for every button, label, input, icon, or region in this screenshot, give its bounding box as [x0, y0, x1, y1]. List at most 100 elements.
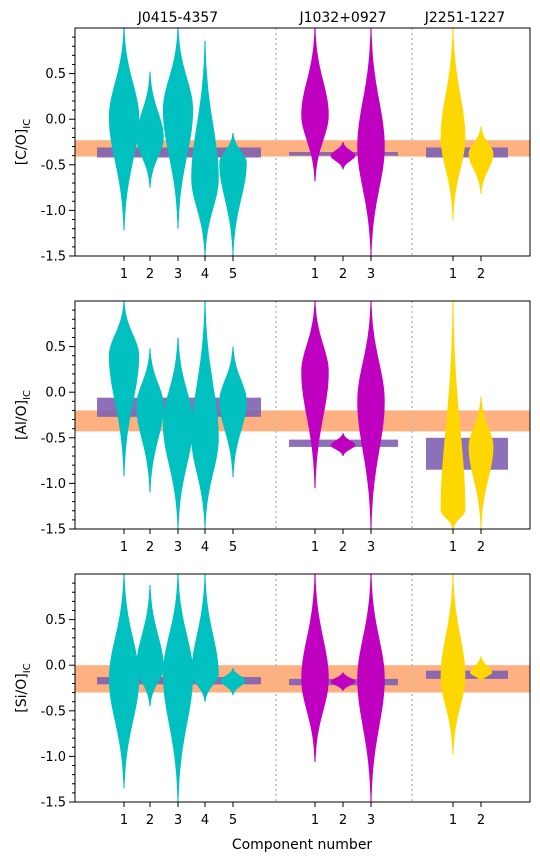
- violin-g2-c2: [330, 672, 356, 691]
- x-tick-label: 5: [229, 540, 237, 555]
- group-label-1: J0415-4357: [137, 10, 218, 26]
- violin-g2-c1: [301, 301, 329, 488]
- y-tick-label: 0.0: [45, 659, 66, 674]
- y-axis-title-subscript: IC: [22, 119, 33, 129]
- violin-g1-c1: [108, 574, 140, 789]
- violin-g2-c3: [357, 574, 385, 802]
- panel-frame: [74, 573, 531, 803]
- violin-g1-c2: [136, 584, 164, 707]
- purple-bar-3: [426, 670, 508, 679]
- violin-g2-c2: [330, 433, 356, 456]
- y-tick-label: -1.0: [41, 204, 66, 219]
- violin-g1-c3: [162, 337, 194, 529]
- x-tick-label: 2: [146, 540, 154, 555]
- panel-frame: [74, 27, 531, 257]
- x-tick-label: 2: [477, 540, 485, 555]
- panel-2: -1.5 -1.0 -0.5 0.0 0.5 1 2 3 4 5 1 2 3 1 2 [Al/O]IC: [14, 300, 531, 555]
- x-tick-label: 4: [201, 540, 209, 555]
- panel-1: -1.5 -1.0 -0.5 0.0 0.5 1 2 3 4 5 1 2 3 1 2 [C/O]IC: [14, 27, 531, 282]
- x-axis-title: Component number: [232, 837, 373, 853]
- x-tick-label: 2: [477, 813, 485, 828]
- violin-g3-c1: [440, 574, 466, 755]
- y-axis-title-main: [C/O]: [14, 129, 30, 165]
- x-tick-label: 1: [311, 267, 319, 282]
- violin-g1-c3: [162, 28, 194, 229]
- x-tick-label: 2: [339, 813, 347, 828]
- x-tick-label: 2: [477, 267, 485, 282]
- x-tick-label: 1: [449, 540, 457, 555]
- y-axis-title-subscript: IC: [22, 663, 33, 673]
- x-tick-label: 1: [120, 267, 128, 282]
- panel-content-1: [75, 28, 530, 256]
- panel-3: -1.5 -1.0 -0.5 0.0 0.5 1 2 3 4 5 1 2 3 1 2 [Si/O]IC: [14, 573, 531, 828]
- y-tick-label: -1.0: [41, 477, 66, 492]
- x-tick-label: 3: [367, 813, 375, 828]
- violin-g1-c3: [162, 574, 194, 802]
- x-tick-label: 3: [174, 813, 182, 828]
- violin-g1-c4: [191, 40, 219, 256]
- x-tick-label: 1: [120, 813, 128, 828]
- y-tick-label: -0.5: [41, 704, 66, 719]
- violin-g3-c2: [470, 656, 492, 680]
- violin-g1-c4: [191, 574, 219, 702]
- violin-g1-c1: [108, 301, 140, 477]
- violin-g1-c2: [136, 71, 164, 188]
- x-tick-label: 1: [311, 540, 319, 555]
- violin-g2-c1: [301, 28, 329, 182]
- group-labels: J0415-4357 J1032+0927 J2251-1227: [137, 10, 505, 26]
- y-tick-label: -0.5: [41, 431, 66, 446]
- violin-g1-c5: [219, 346, 247, 477]
- y-tick-label: -1.5: [41, 250, 66, 265]
- y-axis-title: [Al/O]IC: [14, 390, 33, 440]
- violin-g1-c2: [136, 348, 164, 493]
- purple-bar-3: [426, 437, 508, 470]
- x-tick-label: 1: [120, 540, 128, 555]
- violin-g3-c2: [468, 396, 494, 529]
- x-tick-label: 1: [311, 813, 319, 828]
- violin-g1-c5: [220, 667, 246, 696]
- violin-g1-c1: [108, 28, 140, 231]
- y-axis-title-subscript: IC: [22, 390, 33, 400]
- group-label-3: J2251-1227: [424, 10, 505, 26]
- panel-content-2: [75, 301, 530, 529]
- y-tick-label: 0.5: [45, 67, 66, 82]
- y-tick-label: -1.5: [41, 796, 66, 811]
- violin-g2-c3: [357, 301, 385, 529]
- x-tick-label: 4: [201, 267, 209, 282]
- x-tick-label: 3: [174, 267, 182, 282]
- x-tick-label: 5: [229, 267, 237, 282]
- y-tick-label: -0.5: [41, 158, 66, 173]
- violin-g3-c1: [440, 28, 466, 220]
- y-axis-title: [C/O]IC: [14, 119, 33, 165]
- y-tick-label: -1.0: [41, 750, 66, 765]
- x-tick-label: 2: [339, 540, 347, 555]
- y-tick-label: 0.5: [45, 613, 66, 628]
- violin-g3-c2: [468, 126, 494, 194]
- x-tick-label: 5: [229, 813, 237, 828]
- x-tick-label: 3: [174, 540, 182, 555]
- x-tick-label: 3: [367, 267, 375, 282]
- violin-g2-c1: [301, 574, 329, 762]
- x-tick-label: 1: [449, 813, 457, 828]
- x-tick-label: 2: [146, 813, 154, 828]
- x-tick-label: 4: [201, 813, 209, 828]
- x-tick-label: 3: [367, 540, 375, 555]
- violin-g2-c3: [357, 28, 385, 256]
- panel-content-3: [75, 574, 530, 802]
- violin-g1-c4: [191, 301, 219, 529]
- x-tick-label: 2: [339, 267, 347, 282]
- y-tick-label: 0.5: [45, 340, 66, 355]
- panel-frame: [74, 300, 531, 530]
- purple-bar-3: [426, 147, 508, 158]
- y-axis-title-main: [Al/O]: [14, 400, 30, 440]
- y-tick-label: 0.0: [45, 386, 66, 401]
- y-tick-label: -1.5: [41, 523, 66, 538]
- x-tick-label: 1: [449, 267, 457, 282]
- y-tick-label: 0.0: [45, 113, 66, 128]
- violin-g2-c2: [330, 142, 356, 170]
- y-axis-title: [Si/O]IC: [14, 663, 33, 712]
- panels: -1.5-1.0-0.50.00.51 2 3 4 5 1 2 3 1 2[C/O]IC-1.5-…: [14, 27, 531, 828]
- violin-g1-c5: [219, 132, 247, 256]
- violin-g3-c1: [440, 301, 466, 529]
